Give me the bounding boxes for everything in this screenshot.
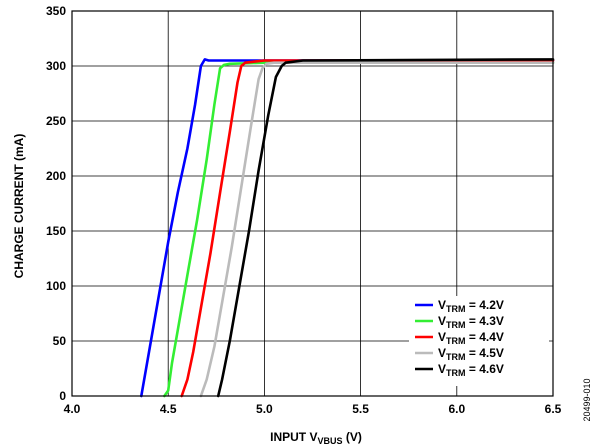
series-line bbox=[180, 59, 555, 398]
y-tick-label: 150 bbox=[46, 224, 66, 238]
y-tick-label: 300 bbox=[46, 59, 66, 73]
y-tick-labels: 0 50 100 150 200 250 300 350 bbox=[46, 4, 66, 403]
series-line bbox=[216, 58, 555, 398]
x-tick-label: 4.0 bbox=[64, 402, 81, 416]
y-axis-title: CHARGE CURRENT (mA) bbox=[12, 134, 26, 279]
series-line bbox=[163, 61, 555, 398]
plot-frame bbox=[71, 10, 554, 397]
y-tick-label: 200 bbox=[46, 169, 66, 183]
figure-code: 20499-010 bbox=[582, 378, 592, 421]
x-tick-label: 4.5 bbox=[160, 402, 177, 416]
y-tick-label: 50 bbox=[53, 334, 67, 348]
legend-label: VTRM = 4.4V bbox=[438, 330, 504, 346]
x-tick-labels: 4.0 4.5 5.0 5.5 6.0 6.5 bbox=[64, 402, 562, 416]
x-tick-label: 5.5 bbox=[352, 402, 369, 416]
legend-box bbox=[409, 296, 549, 386]
series-line bbox=[199, 61, 555, 398]
legend-label: VTRM = 4.6V bbox=[438, 362, 504, 378]
legend-label: VTRM = 4.5V bbox=[438, 346, 504, 362]
y-tick-label: 250 bbox=[46, 114, 66, 128]
y-tick-label: 350 bbox=[46, 4, 66, 18]
x-axis-title: INPUT VVBUS (V) bbox=[270, 430, 362, 444]
x-tick-label: 5.0 bbox=[256, 402, 273, 416]
legend-label: VTRM = 4.3V bbox=[438, 314, 504, 330]
legend-label: VTRM = 4.2V bbox=[438, 298, 504, 314]
y-tick-label: 0 bbox=[59, 389, 66, 403]
x-tick-label: 6.5 bbox=[545, 402, 562, 416]
series-line bbox=[140, 58, 555, 398]
y-tick-label: 100 bbox=[46, 279, 66, 293]
series-group bbox=[140, 58, 555, 398]
x-tick-label: 6.0 bbox=[448, 402, 465, 416]
